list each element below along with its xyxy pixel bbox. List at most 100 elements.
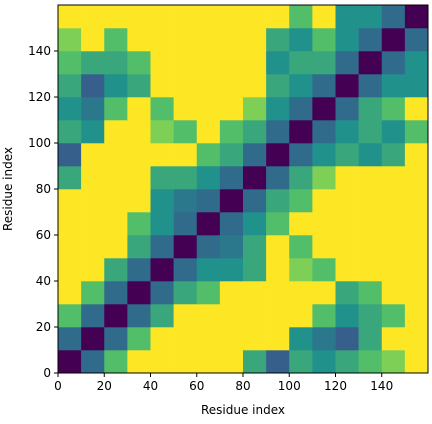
heat-cell <box>81 327 105 351</box>
heat-cell <box>58 120 82 144</box>
heat-cell <box>219 350 244 374</box>
heat-cell <box>104 235 128 259</box>
heat-cell <box>404 350 429 374</box>
x-tick-label: 120 <box>324 379 347 393</box>
heat-cell <box>358 304 383 328</box>
heat-cell <box>358 258 383 282</box>
heat-cell <box>312 28 336 52</box>
heat-cell <box>127 51 151 75</box>
heat-cell <box>127 120 151 144</box>
heat-cell <box>219 51 244 75</box>
heat-cell <box>150 212 174 236</box>
heat-cell <box>335 28 359 52</box>
heat-cell <box>289 327 313 351</box>
heat-cell <box>81 258 105 282</box>
heat-cell <box>243 350 267 374</box>
heat-cell <box>81 120 105 144</box>
heat-cell <box>266 327 290 351</box>
heat-cell <box>335 281 359 305</box>
heat-cell <box>58 28 82 52</box>
heat-cell <box>219 235 244 259</box>
heat-cell <box>127 97 151 121</box>
heat-cell <box>196 281 221 305</box>
heat-cell <box>404 5 429 29</box>
heat-cell <box>219 5 244 29</box>
heat-cell <box>173 166 198 190</box>
heat-cell <box>127 212 151 236</box>
heat-cell <box>404 143 429 167</box>
heat-cell <box>266 235 290 259</box>
heat-cell <box>335 212 359 236</box>
heat-cell <box>150 143 174 167</box>
heat-cell <box>335 304 359 328</box>
heat-cell <box>266 97 290 121</box>
heat-cell <box>266 304 290 328</box>
heat-cell <box>81 28 105 52</box>
heat-cell <box>150 258 174 282</box>
heat-cell <box>335 5 359 29</box>
heat-cell <box>266 51 290 75</box>
heat-cell <box>312 166 336 190</box>
heat-cell <box>289 258 313 282</box>
heat-cell <box>381 258 406 282</box>
heat-cell <box>243 166 267 190</box>
heat-cell <box>196 74 221 98</box>
heat-cell <box>104 74 128 98</box>
heat-cell <box>358 235 383 259</box>
heat-cell <box>243 212 267 236</box>
heat-cell <box>266 166 290 190</box>
heat-cell <box>266 189 290 213</box>
heat-cell <box>81 281 105 305</box>
heat-cell <box>58 5 82 29</box>
heat-cell <box>173 28 198 52</box>
heat-cell <box>150 5 174 29</box>
heat-cell <box>404 189 429 213</box>
heat-cell <box>173 51 198 75</box>
heat-cell <box>150 97 174 121</box>
heat-cell <box>243 5 267 29</box>
heat-cell <box>289 28 313 52</box>
heat-cell <box>196 350 221 374</box>
heat-cell <box>404 74 429 98</box>
heat-cell <box>335 143 359 167</box>
heat-cell <box>219 258 244 282</box>
heat-cell <box>127 5 151 29</box>
heat-cell <box>335 189 359 213</box>
heat-cell <box>404 281 429 305</box>
heat-cell <box>335 74 359 98</box>
heat-cell <box>289 166 313 190</box>
heat-cell <box>150 304 174 328</box>
heat-cell <box>150 235 174 259</box>
y-tick-label: 0 <box>43 366 51 380</box>
heat-cell <box>127 327 151 351</box>
heat-cell <box>104 212 128 236</box>
heat-cell <box>312 327 336 351</box>
heat-cell <box>404 120 429 144</box>
heat-cell <box>243 97 267 121</box>
heat-cell <box>335 350 359 374</box>
heat-cell <box>266 28 290 52</box>
heat-cell <box>150 51 174 75</box>
heat-cell <box>58 327 82 351</box>
heat-cell <box>358 143 383 167</box>
heat-cell <box>289 143 313 167</box>
heat-cell <box>150 281 174 305</box>
heat-cell <box>81 304 105 328</box>
heat-cell <box>173 74 198 98</box>
heat-cell <box>196 120 221 144</box>
heat-cell <box>104 350 128 374</box>
heat-cell <box>81 235 105 259</box>
heat-cell <box>381 120 406 144</box>
heat-cell <box>335 166 359 190</box>
heat-cell <box>404 97 429 121</box>
heat-cell <box>404 304 429 328</box>
heat-cell <box>243 327 267 351</box>
y-tick-label: 140 <box>28 44 51 58</box>
heat-cell <box>358 5 383 29</box>
y-tick-label: 40 <box>36 274 51 288</box>
y-tick-label: 120 <box>28 90 51 104</box>
heat-cell <box>266 120 290 144</box>
heat-cell <box>104 28 128 52</box>
x-tick-label: 20 <box>97 379 112 393</box>
heat-cell <box>312 143 336 167</box>
